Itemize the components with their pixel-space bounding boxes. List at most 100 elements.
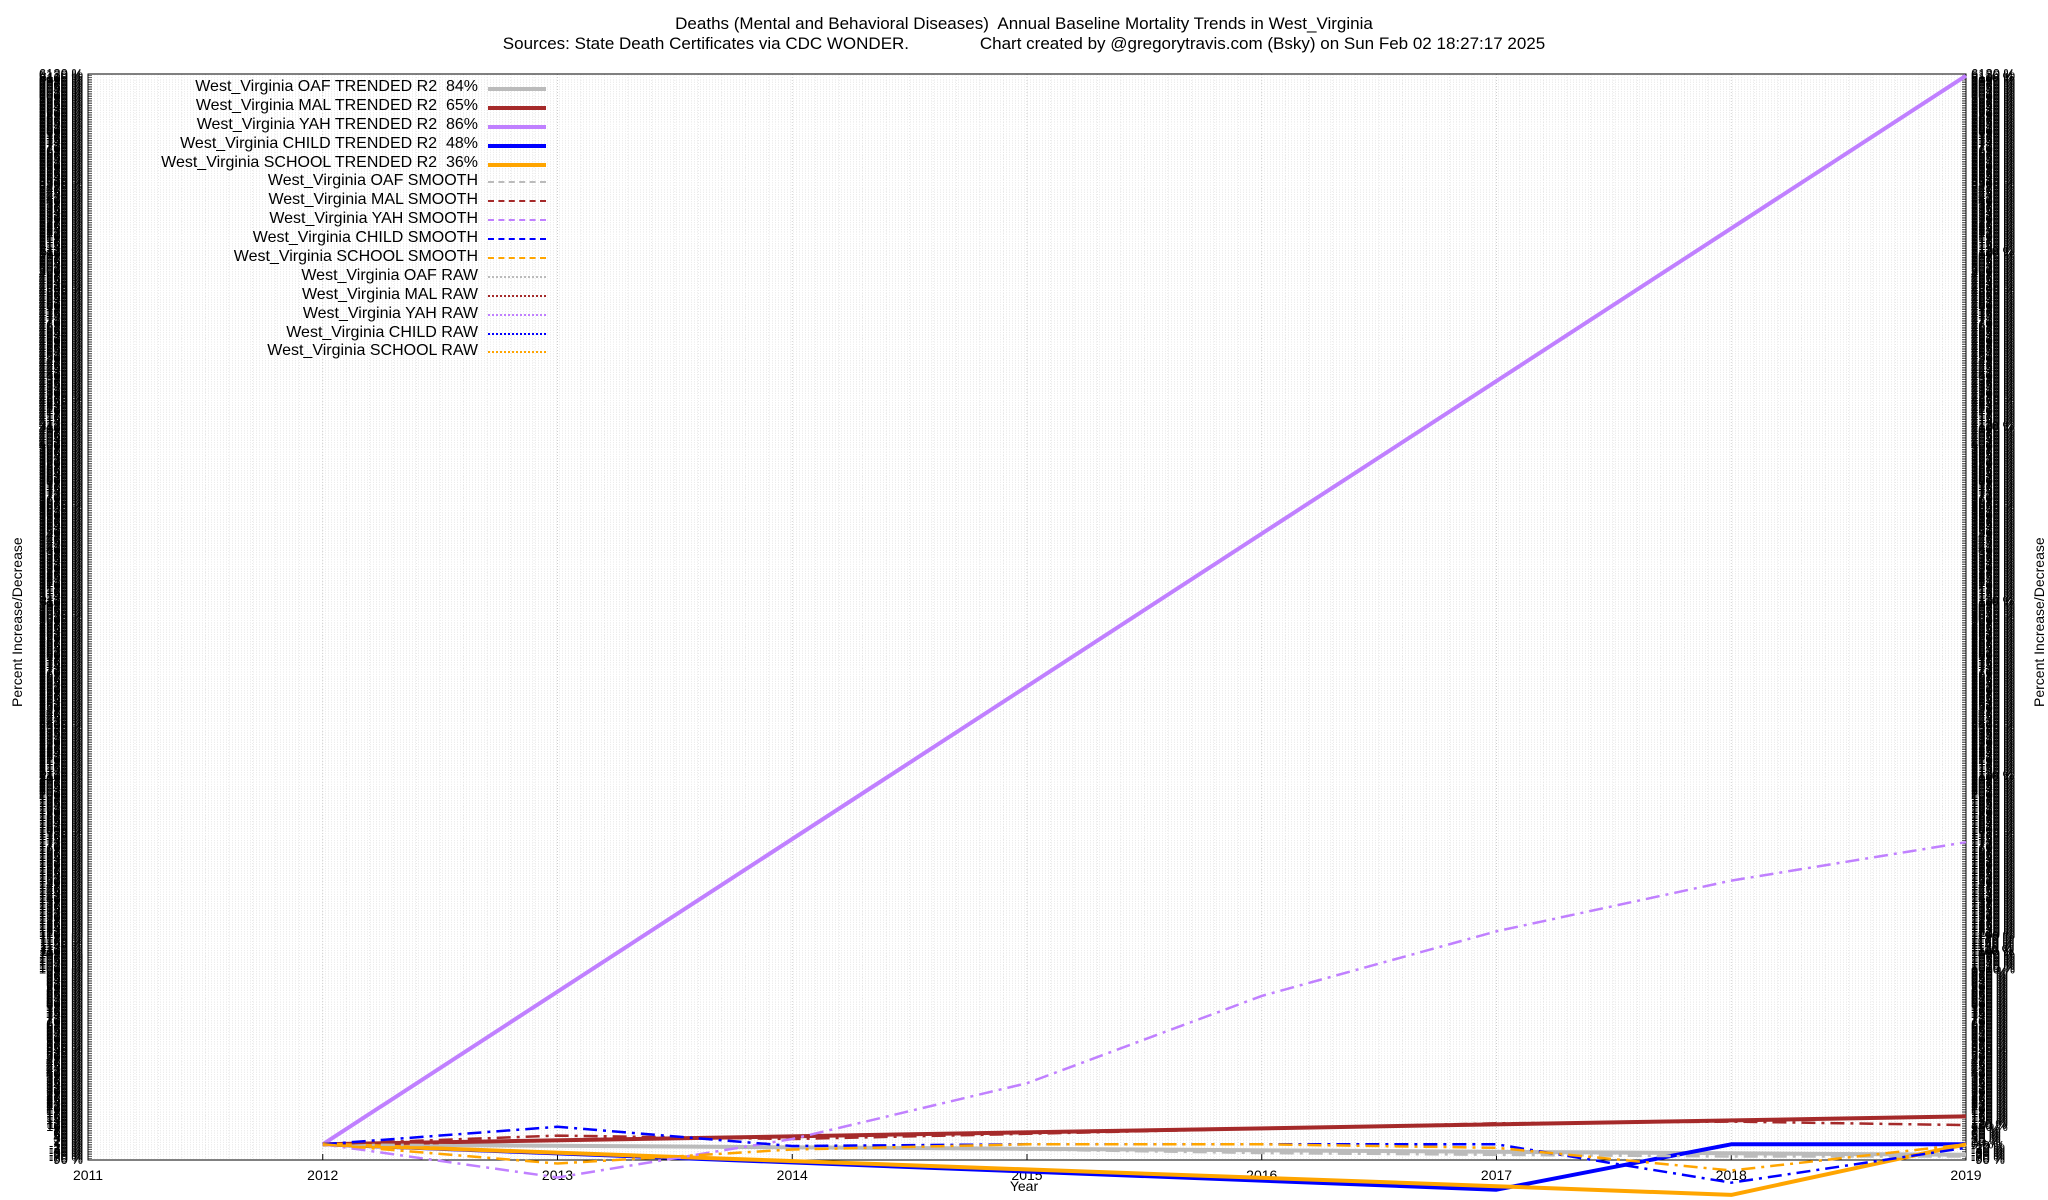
y-tick-label: 2270 % bbox=[39, 740, 84, 755]
y-tick-label-right: 1360 % bbox=[1971, 899, 2016, 914]
y-tick-label-right: 1410 % bbox=[1971, 890, 2016, 905]
y-tick-label: 2000 % bbox=[39, 787, 84, 802]
legend-label: West_Virginia MAL SMOOTH bbox=[268, 191, 478, 209]
y-tick-label-right: 790 % bbox=[1971, 998, 2008, 1013]
y-tick-label-right: 820 % bbox=[1971, 993, 2008, 1008]
y-tick-label: 590 % bbox=[46, 1033, 83, 1048]
legend-entry: West_Virginia YAH SMOOTH bbox=[80, 210, 550, 229]
y-tick-label: 1860 % bbox=[39, 812, 84, 827]
legend-swatch bbox=[488, 294, 546, 297]
y-tick-label: 580 % bbox=[46, 1035, 83, 1050]
y-tick-label: 570 % bbox=[46, 1037, 83, 1052]
y-tick-label-right: 620 % bbox=[1971, 1028, 2008, 1043]
y-tick-label-right: 430 % bbox=[1971, 1061, 2008, 1076]
y-tick-label-right: 970 % bbox=[1971, 967, 2008, 982]
y-tick-label: 1680 % bbox=[39, 843, 84, 858]
y-tick-label: 1840 % bbox=[39, 815, 84, 830]
y-tick-label: 880 % bbox=[46, 983, 83, 998]
y-tick-label: 6130 % bbox=[39, 66, 84, 81]
y-tick-label-right: 1530 % bbox=[1971, 869, 2016, 884]
y-tick-label: 860 % bbox=[46, 986, 83, 1001]
y-tick-label: 990 % bbox=[46, 963, 83, 978]
y-tick-label-right: 940 % bbox=[1971, 972, 2008, 987]
y-tick-label-right: 110 % bbox=[1971, 1117, 2007, 1132]
y-tick-label-right: 1450 % bbox=[1971, 883, 2016, 898]
y-axis-label-right: Percent Increase/Decrease bbox=[2031, 537, 2047, 707]
legend-swatch bbox=[488, 200, 546, 203]
y-tick-label: 390 % bbox=[46, 1068, 83, 1083]
legend-swatch bbox=[488, 181, 546, 184]
y-tick-label-right: 1750 % bbox=[1971, 831, 2016, 846]
y-tick-label-right: 2210 % bbox=[1971, 750, 2016, 765]
y-tick-label-right: 520 % bbox=[1971, 1045, 2008, 1060]
y-tick-label-right: 1850 % bbox=[1971, 813, 2016, 828]
y-tick-label-right: 1980 % bbox=[1971, 791, 2016, 806]
y-tick-label: 1420 % bbox=[39, 888, 84, 903]
y-tick-label: 940 % bbox=[46, 972, 83, 987]
y-tick-label: 1700 % bbox=[39, 839, 84, 854]
y-tick-label: 180 % bbox=[46, 1105, 83, 1120]
y-tick-label-right: 2260 % bbox=[1971, 742, 2016, 757]
y-tick-label-right: 2070 % bbox=[1971, 775, 2016, 790]
y-tick-label-right: 1860 % bbox=[1971, 812, 2016, 827]
y-tick-label: 830 % bbox=[46, 991, 83, 1006]
y-tick-label-right: 1660 % bbox=[1971, 846, 2016, 861]
y-tick-label-right: 1640 % bbox=[1971, 850, 2016, 865]
y-tick-label-right: 2010 % bbox=[1971, 785, 2016, 800]
y-tick-label: 470 % bbox=[46, 1054, 83, 1069]
legend-entry: West_Virginia CHILD SMOOTH bbox=[80, 229, 550, 248]
y-tick-label: 1530 % bbox=[39, 869, 84, 884]
y-tick-label-right: 960 % bbox=[1971, 969, 2008, 984]
y-tick-label-right: -50 % bbox=[1971, 1145, 2005, 1160]
y-tick-label: 1070 % bbox=[39, 949, 84, 964]
y-tick-label: 780 % bbox=[46, 1000, 83, 1015]
y-tick-label-right: 830 % bbox=[1971, 991, 2008, 1006]
y-tick-label: 1330 % bbox=[39, 904, 84, 919]
y-tick-label-right: 200 % bbox=[1971, 1101, 2008, 1116]
y-tick-label: 1470 % bbox=[39, 880, 84, 895]
y-tick-label-right: 860 % bbox=[1971, 986, 2008, 1001]
y-tick-label-right: 240 % bbox=[1971, 1094, 2008, 1109]
y-tick-label: 230 % bbox=[46, 1096, 83, 1111]
y-tick-label: 1150 % bbox=[40, 935, 84, 950]
y-tick-label-right: 770 % bbox=[1971, 1002, 2008, 1017]
y-tick-label: 1380 % bbox=[39, 895, 84, 910]
y-tick-label: 1100 % bbox=[40, 944, 84, 959]
y-tick-label: 1780 % bbox=[39, 826, 84, 841]
y-tick-label: 2240 % bbox=[39, 745, 84, 760]
y-tick-label: 1880 % bbox=[39, 808, 84, 823]
y-tick-label: 10 % bbox=[53, 1135, 83, 1150]
y-tick-label: 1760 % bbox=[39, 829, 84, 844]
y-tick-label-right: 1170 % bbox=[1971, 932, 2015, 947]
y-tick-label: 200 % bbox=[46, 1101, 83, 1116]
y-tick-label: 1140 % bbox=[40, 937, 84, 952]
y-tick-label-right: 890 % bbox=[1971, 981, 2008, 996]
y-tick-label: 1770 % bbox=[39, 827, 84, 842]
y-tick-label-right: 20 % bbox=[1971, 1133, 2001, 1148]
y-tick-label-right: 2120 % bbox=[1971, 766, 2016, 781]
y-tick-label-right: 1630 % bbox=[1971, 852, 2016, 867]
y-tick-label-right: 180 % bbox=[1971, 1105, 2008, 1120]
y-tick-label-right: 880 % bbox=[1971, 983, 2008, 998]
y-tick-label: 720 % bbox=[46, 1011, 83, 1026]
y-tick-label: 460 % bbox=[46, 1056, 83, 1071]
y-tick-label: 1520 % bbox=[39, 871, 84, 886]
y-tick-label-right: 1460 % bbox=[1971, 881, 2016, 896]
y-tick-label: 1970 % bbox=[39, 792, 84, 807]
y-tick-label: 320 % bbox=[46, 1080, 83, 1095]
y-tick-label: 2230 % bbox=[39, 747, 84, 762]
y-tick-label-right: 1230 % bbox=[1971, 922, 2016, 937]
y-tick-label: 1170 % bbox=[40, 932, 84, 947]
y-tick-label-right: 1000 % bbox=[1971, 962, 2016, 977]
y-tick-label: 30 % bbox=[53, 1131, 83, 1146]
y-tick-label: 1390 % bbox=[39, 894, 84, 909]
y-tick-label: 350 % bbox=[46, 1075, 83, 1090]
y-tick-label-right: 600 % bbox=[1971, 1032, 2008, 1047]
y-tick-label-right: 1960 % bbox=[1971, 794, 2016, 809]
legend-label: West_Virginia CHILD RAW bbox=[286, 323, 478, 341]
y-tick-label: 430 % bbox=[46, 1061, 83, 1076]
y-tick-label: 540 % bbox=[46, 1042, 83, 1057]
y-tick-label: 770 % bbox=[46, 1002, 83, 1017]
y-tick-label-right: 1740 % bbox=[1971, 832, 2016, 847]
y-tick-label: 1280 % bbox=[39, 913, 84, 928]
